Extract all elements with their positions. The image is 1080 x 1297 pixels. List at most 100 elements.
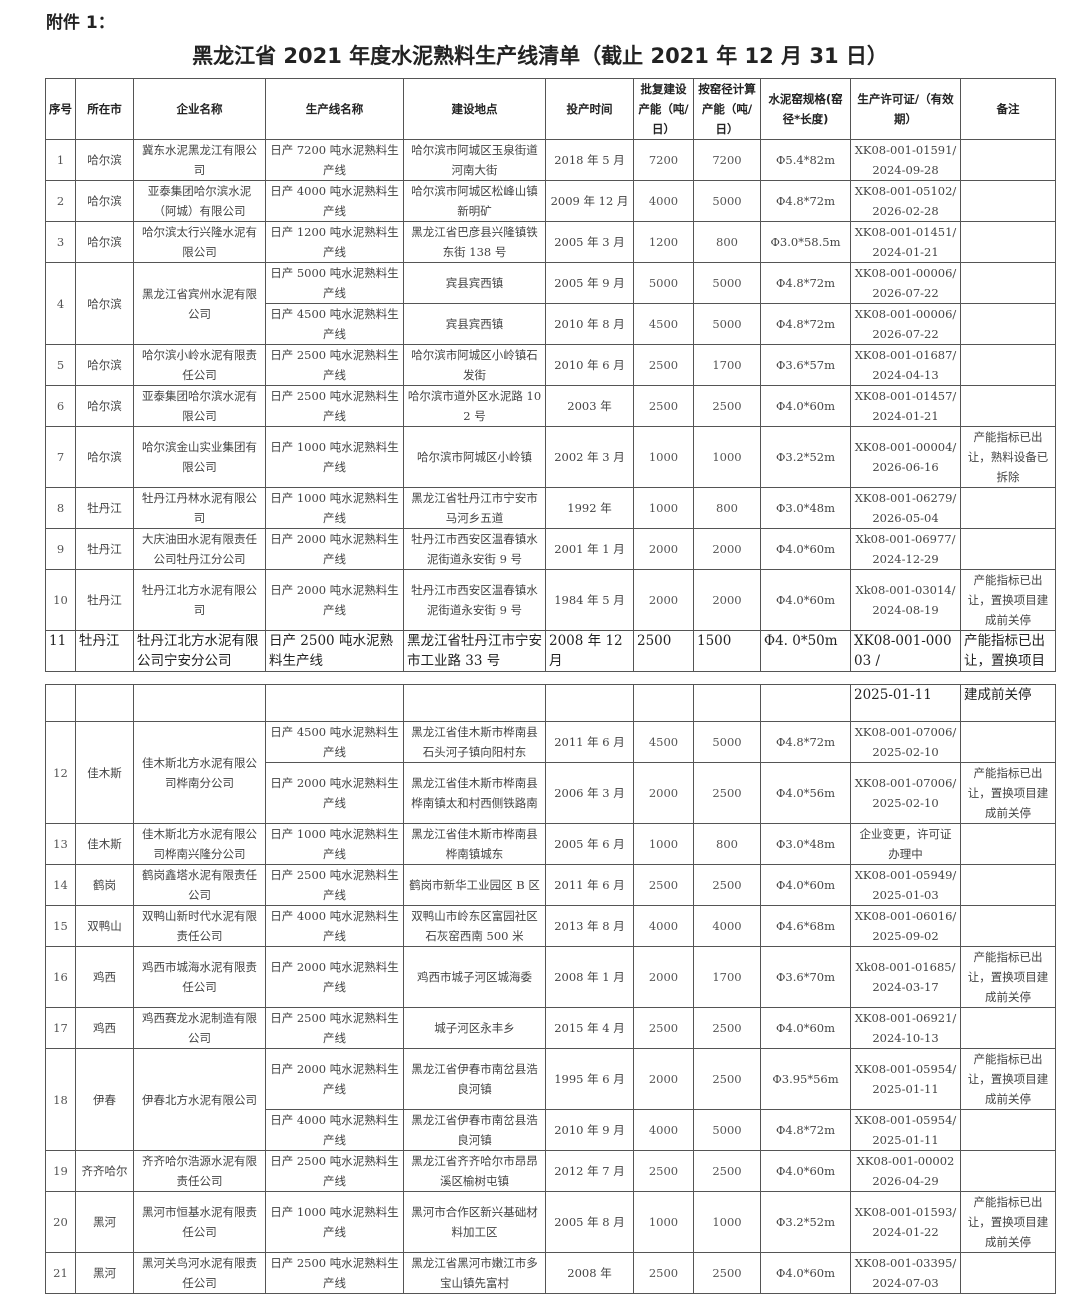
approved-capacity-cell: 4500 [633, 303, 694, 345]
kiln-spec-cell: Φ3.0*48m [760, 487, 851, 529]
company-cell: 齐齐哈尔浩源水泥有限责任公司 [133, 1150, 266, 1192]
location-cell: 黑龙江省伊春市南岔县浩良河镇 [403, 1048, 546, 1110]
kiln-spec-cell: Φ4.8*72m [760, 303, 851, 345]
production-line-cell: 日产 7200 吨水泥熟料生产线 [265, 139, 404, 181]
location-cell: 哈尔滨市道外区水泥路 102 号 [403, 385, 546, 427]
remarks-cell: 产能指标已出让，置换项目 [960, 630, 1056, 672]
city-cell: 哈尔滨 [75, 139, 134, 181]
production-line-cell: 日产 2500 吨水泥熟料生产线 [265, 344, 404, 386]
approved-capacity-cell: 7200 [633, 139, 694, 181]
row-number [45, 684, 76, 722]
location-cell: 黑龙江省巴彦县兴隆镇铁东街 138 号 [403, 221, 546, 263]
company-cell: 冀东水泥黑龙江有限公司 [133, 139, 266, 181]
location-cell: 黑河市合作区新兴基础材料加工区 [403, 1191, 546, 1253]
approved-capacity-cell: 2000 [633, 762, 694, 824]
production-line-cell: 日产 4500 吨水泥熟料生产线 [265, 721, 404, 763]
start-time-cell: 2005 年 6 月 [545, 823, 634, 865]
remarks-cell [960, 180, 1056, 222]
table-row: 4 哈尔滨 黑龙江省宾州水泥有限公司 日产 5000 吨水泥熟料生产线 宾县宾西镇 200… [45, 262, 1056, 345]
company-cell: 黑龙江省宾州水泥有限公司 [133, 262, 266, 345]
company-cell: 大庆油田水泥有限责任公司牡丹江分公司 [133, 528, 266, 570]
company-cell: 伊春北方水泥有限公司 [133, 1048, 266, 1151]
city-cell: 哈尔滨 [75, 344, 134, 386]
start-time-cell: 2010 年 6 月 [545, 344, 634, 386]
location-cell: 鹤岗市新华工业园区 B 区 [403, 864, 546, 906]
kiln-spec-cell: Φ4.0*60m [760, 1007, 851, 1049]
attachment-label: 附件 1： [46, 13, 115, 33]
row-number: 7 [45, 426, 76, 488]
calculated-capacity-cell: 2000 [693, 569, 761, 631]
remarks-cell [960, 303, 1056, 345]
license-cell: XK08-001-06279/ 2026-05-04 [850, 487, 961, 529]
city-cell: 黑河 [75, 1191, 134, 1253]
company-cell: 鹤岗鑫塔水泥有限责任公司 [133, 864, 266, 906]
license-cell: XK08-001-07006/ 2025-02-10 [850, 721, 961, 763]
start-time-cell: 2015 年 4 月 [545, 1007, 634, 1049]
start-time-cell: 1995 年 6 月 [545, 1048, 634, 1110]
start-time-cell: 2005 年 8 月 [545, 1191, 634, 1253]
approved-capacity-cell: 1000 [633, 487, 694, 529]
company-cell: 哈尔滨太行兴隆水泥有限公司 [133, 221, 266, 263]
table-row: 20 黑河 黑河市恒基水泥有限责任公司 日产 1000 吨水泥熟料生产线 黑河市合作区新… [45, 1191, 1056, 1253]
table-row: 3 哈尔滨 哈尔滨太行兴隆水泥有限公司 日产 1200 吨水泥熟料生产线 黑龙江省巴彦县… [45, 221, 1056, 263]
row-number: 1 [45, 139, 76, 181]
calculated-capacity-cell: 800 [693, 823, 761, 865]
table-row: 2 哈尔滨 亚泰集团哈尔滨水泥（阿城）有限公司 日产 4000 吨水泥熟料生产线 哈尔滨… [45, 180, 1056, 222]
company-cell: 佳木斯北方水泥有限公司桦南分公司 [133, 721, 266, 824]
city-cell: 哈尔滨 [75, 385, 134, 427]
license-cell: XK08-001-05102/ 2026-02-28 [850, 180, 961, 222]
license-cell: XK08-001-00006/ 2026-07-22 [850, 262, 961, 304]
license-cell: XK08-001-00006/ 2026-07-22 [850, 303, 961, 345]
calculated-capacity-cell: 1700 [693, 946, 761, 1008]
start-time-cell: 2005 年 9 月 [545, 262, 634, 304]
row-number: 6 [45, 385, 76, 427]
production-line-cell: 日产 2500 吨水泥熟料生产线 [265, 1252, 404, 1294]
license-cell: XK08-001-05949/ 2025-01-03 [850, 864, 961, 906]
city-cell: 牡丹江 [75, 569, 134, 631]
table-row: 11 牡丹江 牡丹江北方水泥有限公司宁安分公司 日产 2500 吨水泥熟料生产线 黑龙江… [45, 630, 1056, 672]
kiln-spec-cell: Φ4.6*68m [760, 905, 851, 947]
approved-capacity-cell: 1000 [633, 426, 694, 488]
license-cell: XK08-001-06921/ 2024-10-13 [850, 1007, 961, 1049]
kiln-spec-cell: Φ3.0*48m [760, 823, 851, 865]
table-row: 12 佳木斯 佳木斯北方水泥有限公司桦南分公司 日产 4500 吨水泥熟料生产线 黑龙江… [45, 721, 1056, 824]
license-cell: XK08-001-06016/ 2025-09-02 [850, 905, 961, 947]
column-header: 建设地点 [403, 78, 546, 140]
remarks-cell [960, 139, 1056, 181]
table-row: 15 双鸭山 双鸭山新时代水泥有限责任公司 日产 4000 吨水泥熟料生产线 双鸭山市岭… [45, 905, 1056, 947]
calculated-capacity-cell: 800 [693, 487, 761, 529]
location-cell: 黑龙江省齐齐哈尔市昂昂溪区榆树屯镇 [403, 1150, 546, 1192]
city-cell [75, 684, 134, 722]
remarks-cell [960, 221, 1056, 263]
license-cell: XK08-001-05954/ 2025-01-11 [850, 1048, 961, 1110]
calculated-capacity-cell: 5000 [693, 180, 761, 222]
calculated-capacity-cell [693, 684, 761, 722]
approved-capacity-cell: 4000 [633, 180, 694, 222]
company-cell: 亚泰集团哈尔滨水泥（阿城）有限公司 [133, 180, 266, 222]
company-cell: 鸡西赛龙水泥制造有限公司 [133, 1007, 266, 1049]
calculated-capacity-cell: 2500 [693, 1252, 761, 1294]
city-cell: 双鸭山 [75, 905, 134, 947]
city-cell: 伊春 [75, 1048, 134, 1151]
city-cell: 哈尔滨 [75, 221, 134, 263]
city-cell: 黑河 [75, 1252, 134, 1294]
document-title: 黑龙江省 2021 年度水泥熟料生产线清单（截止 2021 年 12 月 31 … [192, 44, 888, 68]
calculated-capacity-cell: 2500 [693, 385, 761, 427]
kiln-spec-cell: Φ4.8*72m [760, 262, 851, 304]
approved-capacity-cell: 2000 [633, 569, 694, 631]
start-time-cell: 2003 年 [545, 385, 634, 427]
approved-capacity-cell: 2000 [633, 528, 694, 570]
table-row: 18 伊春 伊春北方水泥有限公司 日产 2000 吨水泥熟料生产线 黑龙江省伊春市南岔县… [45, 1048, 1056, 1151]
license-cell: Xk08-001-06977/ 2024-12-29 [850, 528, 961, 570]
row-number: 10 [45, 569, 76, 631]
company-cell: 双鸭山新时代水泥有限责任公司 [133, 905, 266, 947]
start-time-cell: 2011 年 6 月 [545, 721, 634, 763]
row-number: 8 [45, 487, 76, 529]
production-line-cell [265, 684, 404, 722]
approved-capacity-cell: 1000 [633, 1191, 694, 1253]
calculated-capacity-cell: 2500 [693, 1150, 761, 1192]
production-line-cell: 日产 2500 吨水泥熟料生产线 [265, 385, 404, 427]
location-cell: 黑龙江省黑河市嫩江市多宝山镇先富村 [403, 1252, 546, 1294]
row-number: 16 [45, 946, 76, 1008]
location-cell: 双鸭山市岭东区富园社区石灰窑西南 500 米 [403, 905, 546, 947]
